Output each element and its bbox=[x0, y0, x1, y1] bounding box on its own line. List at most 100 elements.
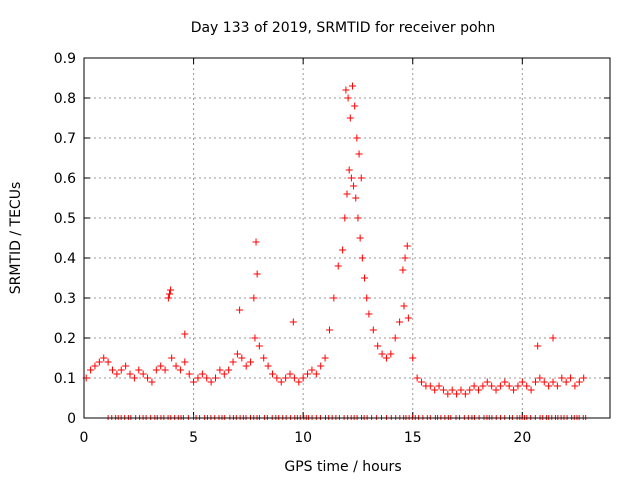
data-point bbox=[87, 366, 95, 374]
data-point bbox=[260, 354, 268, 362]
data-point bbox=[549, 334, 557, 342]
data-point bbox=[354, 214, 362, 222]
data-point bbox=[225, 366, 233, 374]
data-point bbox=[479, 382, 487, 390]
x-tick-label: 10 bbox=[294, 430, 312, 446]
data-point bbox=[448, 386, 456, 394]
data-point bbox=[358, 254, 366, 262]
data-point bbox=[439, 386, 447, 394]
data-point bbox=[253, 270, 261, 278]
data-point bbox=[229, 358, 237, 366]
data-point bbox=[363, 294, 371, 302]
data-point bbox=[356, 234, 364, 242]
data-point bbox=[242, 362, 250, 370]
data-point bbox=[144, 374, 152, 382]
data-points bbox=[82, 82, 588, 398]
data-point bbox=[457, 386, 465, 394]
data-point bbox=[501, 378, 509, 386]
data-point bbox=[233, 350, 241, 358]
data-point bbox=[181, 358, 189, 366]
data-point bbox=[277, 378, 285, 386]
data-point bbox=[342, 86, 350, 94]
data-point bbox=[117, 366, 125, 374]
data-point bbox=[523, 382, 531, 390]
data-point bbox=[250, 294, 258, 302]
data-point bbox=[341, 214, 349, 222]
data-point bbox=[157, 362, 165, 370]
data-point bbox=[264, 362, 272, 370]
data-point bbox=[299, 374, 307, 382]
data-point bbox=[152, 366, 160, 374]
data-point bbox=[567, 374, 575, 382]
data-point bbox=[216, 366, 224, 374]
data-point bbox=[534, 342, 542, 350]
x-tick-label: 5 bbox=[189, 430, 198, 446]
plot-frame bbox=[83, 57, 611, 419]
data-point bbox=[247, 358, 255, 366]
data-point bbox=[172, 362, 180, 370]
data-point bbox=[483, 378, 491, 386]
data-point bbox=[527, 386, 535, 394]
data-point bbox=[339, 246, 347, 254]
data-point bbox=[346, 114, 354, 122]
data-point bbox=[418, 378, 426, 386]
data-point bbox=[317, 362, 325, 370]
y-tick-label: 0.7 bbox=[54, 131, 76, 147]
data-point bbox=[510, 386, 518, 394]
data-point bbox=[580, 374, 588, 382]
data-point bbox=[312, 370, 320, 378]
data-point bbox=[325, 326, 333, 334]
data-point bbox=[347, 174, 355, 182]
data-point bbox=[401, 254, 409, 262]
data-point bbox=[148, 378, 156, 386]
data-point bbox=[113, 370, 121, 378]
data-point bbox=[268, 370, 276, 378]
data-point bbox=[540, 378, 548, 386]
data-point bbox=[536, 374, 544, 382]
data-point bbox=[361, 274, 369, 282]
data-point bbox=[409, 354, 417, 362]
data-point bbox=[176, 366, 184, 374]
y-tick-label: 0 bbox=[67, 411, 76, 427]
data-point bbox=[545, 382, 553, 390]
data-point bbox=[286, 370, 294, 378]
data-point bbox=[198, 370, 206, 378]
data-point bbox=[290, 374, 298, 382]
data-point bbox=[562, 378, 570, 386]
y-tick-label: 0.9 bbox=[54, 51, 76, 67]
data-point bbox=[518, 378, 526, 386]
data-point bbox=[161, 366, 169, 374]
data-point bbox=[369, 326, 377, 334]
y-tick-label: 0.4 bbox=[54, 251, 76, 267]
y-tick-label: 0.5 bbox=[54, 211, 76, 227]
data-point bbox=[466, 386, 474, 394]
data-point bbox=[308, 366, 316, 374]
data-point bbox=[108, 366, 116, 374]
data-point bbox=[531, 378, 539, 386]
data-point bbox=[514, 382, 522, 390]
data-point bbox=[431, 386, 439, 394]
data-point bbox=[330, 294, 338, 302]
x-tick-label: 0 bbox=[80, 430, 89, 446]
data-point bbox=[343, 190, 351, 198]
data-point bbox=[374, 342, 382, 350]
y-tick-label: 0.2 bbox=[54, 331, 76, 347]
data-point bbox=[461, 390, 469, 398]
data-point bbox=[220, 370, 228, 378]
data-point bbox=[203, 374, 211, 382]
data-point bbox=[194, 374, 202, 382]
data-point bbox=[382, 354, 390, 362]
data-point bbox=[190, 378, 198, 386]
data-point bbox=[353, 134, 361, 142]
data-point bbox=[396, 318, 404, 326]
data-point bbox=[444, 390, 452, 398]
data-point bbox=[282, 374, 290, 382]
data-point bbox=[378, 350, 386, 358]
data-point bbox=[334, 262, 342, 270]
data-point bbox=[181, 330, 189, 338]
data-point bbox=[505, 382, 513, 390]
data-point bbox=[135, 366, 143, 374]
data-point bbox=[130, 374, 138, 382]
y-axis-label: SRMTID / TECUs bbox=[8, 182, 24, 295]
